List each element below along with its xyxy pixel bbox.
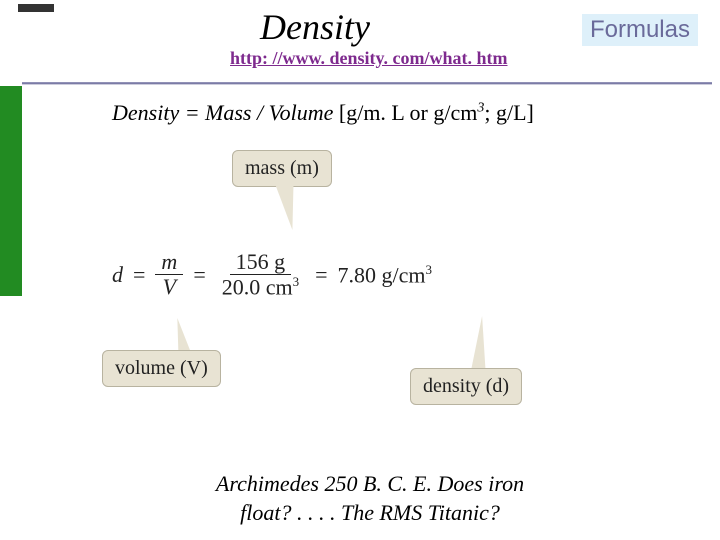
eq-eq3: = [315,262,327,288]
eq-d: d [112,262,123,288]
footer-line1: Archimedes 250 B. C. E. Does iron [216,471,524,496]
page-title: Density [260,6,370,48]
eq-frac2: 156 g 20.0 cm3 [216,250,305,300]
url-link[interactable]: http: //www. density. com/what. htm [230,48,508,69]
left-green-bar [0,86,22,296]
eq-frac1-num: m [155,250,183,275]
callout-density-label: density (d) [423,375,509,397]
pointer-mass [274,180,303,230]
top-accent-bar [18,4,54,12]
formula-prefix: Density = Mass / Volume [112,100,339,125]
eq-frac2-den: 20.0 cm3 [216,275,305,300]
footer-text: Archimedes 250 B. C. E. Does iron float?… [170,470,570,527]
density-formula-text: Density = Mass / Volume [g/m. L or g/cm3… [112,100,534,126]
eq-frac1-den: V [157,275,182,299]
eq-frac2-num: 156 g [230,250,292,275]
equation: d = m V = 156 g 20.0 cm3 = 7.80 g/cm3 [112,250,432,300]
eq-eq2: = [193,262,205,288]
footer-line2: float? . . . . The RMS Titanic? [240,500,500,525]
formula-units-open: [g/m. L or g/cm [339,100,478,125]
callout-density: density (d) [410,368,522,405]
horizontal-rule [22,82,712,85]
eq-eq1: = [133,262,145,288]
eq-result: 7.80 g/cm3 [338,262,433,288]
formulas-badge: Formulas [582,14,698,46]
callout-volume: volume (V) [102,350,221,387]
pointer-density [470,316,490,376]
callout-volume-label: volume (V) [115,357,208,379]
density-diagram: mass (m) d = m V = 156 g 20.0 cm3 = 7.80… [102,140,612,440]
formula-units-close: ; g/L] [484,100,534,125]
eq-frac1: m V [155,250,183,299]
callout-mass-label: mass (m) [245,157,319,179]
